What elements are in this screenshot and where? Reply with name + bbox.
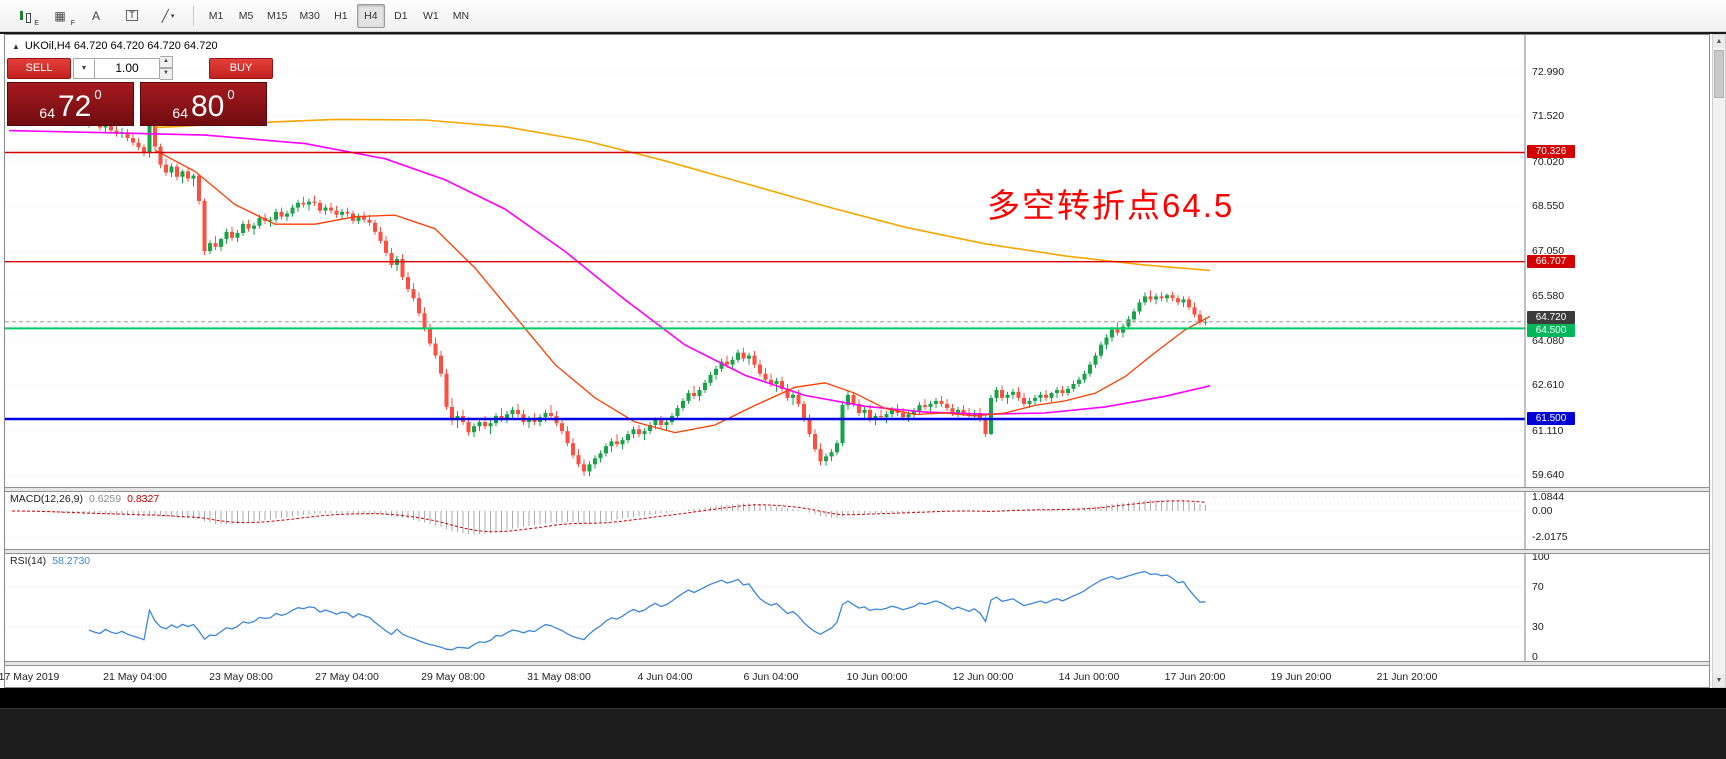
text-box-icon[interactable]: T xyxy=(115,4,149,28)
candlestick-chart-icon-glyph xyxy=(18,9,31,23)
toolbar-separator xyxy=(193,5,194,26)
dropdown-caret-icon[interactable]: ▾ xyxy=(170,12,175,20)
chart-symbol-label: ▲ UKOil,H4 64.720 64.720 64.720 64.720 xyxy=(12,40,218,52)
grid-icon-glyph: ▦ xyxy=(54,8,66,23)
pane-separator-main-macd[interactable] xyxy=(5,487,1709,492)
bottom-dark-area xyxy=(0,708,1726,759)
scroll-up-button[interactable]: ▲ xyxy=(1713,35,1725,48)
sell-price-display[interactable]: 64 72 0 xyxy=(7,82,134,126)
buy-button[interactable]: BUY xyxy=(209,57,273,79)
text-box-icon-glyph: T xyxy=(126,10,138,21)
timeframe-button-m5[interactable]: M5 xyxy=(238,9,254,22)
volume-stepper: ▲ ▼ xyxy=(160,56,173,80)
scroll-up-icon: ▲ xyxy=(1715,38,1723,45)
macd-signal-value: 0.8327 xyxy=(127,493,160,505)
volume-dropdown[interactable]: ▼ xyxy=(73,57,95,79)
pane-separator-rsi-timeaxis xyxy=(5,661,1709,666)
buy-price-display[interactable]: 64 80 0 xyxy=(140,82,267,126)
grid-icon[interactable]: ▦ F xyxy=(43,4,77,28)
rsi-value: 58.2730 xyxy=(52,555,91,567)
line-tools-icon-glyph: ╱ xyxy=(161,8,169,23)
candlestick-chart-icon-sub: E xyxy=(34,19,39,27)
candlestick-chart-icon[interactable]: E xyxy=(7,4,41,28)
scroll-down-button[interactable]: ▼ xyxy=(1713,674,1725,687)
line-tools-icon[interactable]: ╱ ▾ xyxy=(151,4,185,28)
text-label-icon[interactable]: A xyxy=(79,4,113,28)
toolbar: E ▦ F A T ╱ ▾ M1 M5 M15 M30 H1 H4 D1 W1 MN xyxy=(0,0,1726,32)
macd-name: MACD(12,26,9) xyxy=(10,493,83,505)
vertical-scrollbar[interactable]: ▲ ▼ xyxy=(1712,34,1726,688)
chevron-down-icon: ▼ xyxy=(80,64,88,72)
macd-main-value: 0.6259 xyxy=(88,493,122,505)
rsi-name: RSI(14) xyxy=(10,555,47,567)
symbol-ohlc-text: UKOil,H4 64.720 64.720 64.720 64.720 xyxy=(24,40,218,52)
scrollbar-thumb[interactable] xyxy=(1714,50,1724,98)
one-click-panel-toggle[interactable]: ▲ xyxy=(12,42,20,51)
timeframe-button-h1[interactable]: H1 xyxy=(334,9,348,22)
pane-separator-macd-rsi[interactable] xyxy=(5,549,1709,554)
sell-price-pips: 72 xyxy=(57,90,92,123)
buy-price-major: 64 xyxy=(172,105,188,121)
timeframe-button-group: M1 M5 M15 M30 H1 H4 D1 W1 MN xyxy=(201,3,476,28)
timeframe-button-h4[interactable]: H4 xyxy=(356,3,385,28)
chart-window: 72.990 71.520 70.020 68.550 67.050 65.580 64.0… xyxy=(0,34,1710,688)
toolbar-icon-group: E ▦ F A T ╱ ▾ xyxy=(6,4,186,28)
text-label-icon-glyph: A xyxy=(91,8,100,23)
toolbar-underline xyxy=(0,32,1726,34)
chart-plot-area[interactable] xyxy=(5,35,1709,687)
timeframe-button-m15[interactable]: M15 xyxy=(267,9,288,22)
scroll-down-icon: ▼ xyxy=(1715,677,1723,684)
timeframe-button-w1[interactable]: W1 xyxy=(423,9,439,22)
macd-indicator-label: MACD(12,26,9) 0.6259 0.8327 xyxy=(10,493,159,505)
chart-annotation-text: 多空转折点64.5 xyxy=(987,187,1235,224)
buy-price-pips: 80 xyxy=(190,90,225,123)
volume-decrease-button[interactable]: ▼ xyxy=(160,68,173,80)
trade-panel-prices: 64 72 0 64 80 0 xyxy=(7,82,273,126)
sell-price-major: 64 xyxy=(39,105,55,121)
sell-button[interactable]: SELL xyxy=(7,57,71,79)
timeframe-button-m1[interactable]: M1 xyxy=(208,9,224,22)
trade-panel-row: SELL ▼ ▲ ▼ BUY xyxy=(7,56,273,80)
timeframe-button-d1[interactable]: D1 xyxy=(394,9,408,22)
volume-input[interactable] xyxy=(95,57,160,79)
timeframe-button-mn[interactable]: MN xyxy=(452,9,470,22)
rsi-indicator-label: RSI(14) 58.2730 xyxy=(10,555,90,567)
buy-price-point: 0 xyxy=(227,87,235,102)
volume-increase-button[interactable]: ▲ xyxy=(160,56,173,68)
sell-price-point: 0 xyxy=(94,87,102,102)
bottom-status-bar xyxy=(0,688,1726,708)
grid-icon-sub: F xyxy=(70,19,75,27)
timeframe-button-m30[interactable]: M30 xyxy=(299,9,320,22)
